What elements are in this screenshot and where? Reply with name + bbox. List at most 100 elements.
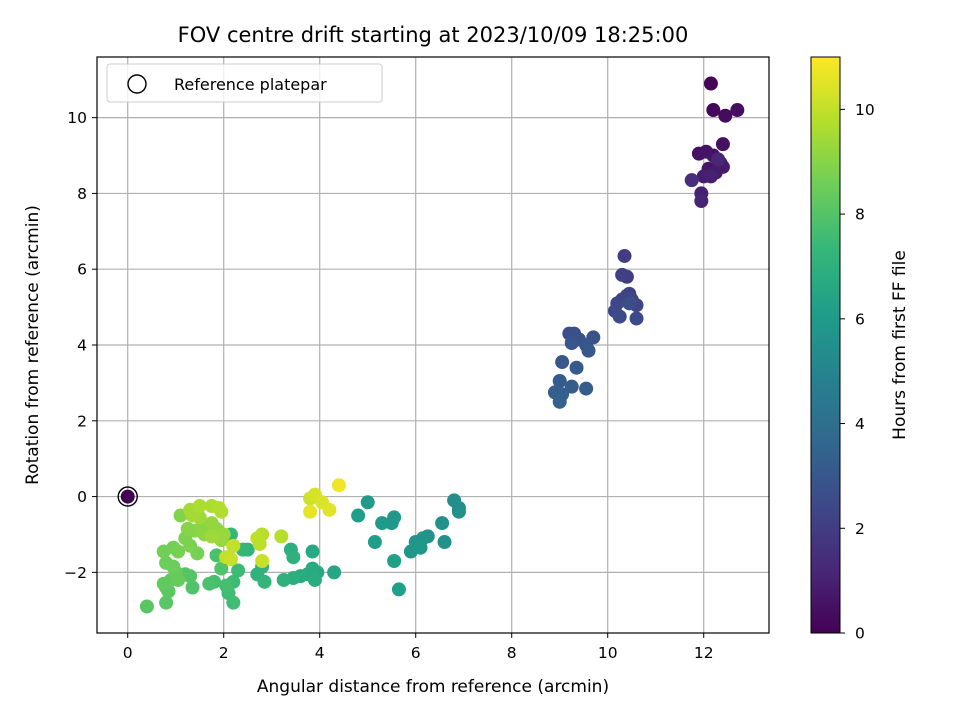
- scatter-point: [387, 554, 402, 568]
- scatter-point: [629, 311, 644, 326]
- chart-title: FOV centre drift starting at 2023/10/09 …: [178, 23, 689, 47]
- plot-area: 0 2 4 6 8 10 12 −2 0 2 4 6 8 10: [64, 56, 770, 662]
- scatter-point: [159, 595, 174, 610]
- scatter-point: [185, 580, 200, 595]
- scatter-point: [204, 529, 219, 544]
- scatter-point: [331, 478, 346, 493]
- colorbar-tick-label: 10: [855, 101, 875, 119]
- scatter-point: [435, 516, 450, 531]
- scatter-point: [622, 296, 637, 311]
- x-tick-label: 2: [219, 644, 229, 662]
- scatter-point: [214, 504, 229, 519]
- scatter-point: [579, 381, 594, 396]
- scatter-point: [307, 572, 322, 587]
- scatter-point: [214, 561, 229, 576]
- x-tick-label: 6: [411, 644, 421, 662]
- legend-marker-icon: [127, 74, 147, 94]
- scatter-point: [403, 544, 418, 559]
- scatter-point: [615, 267, 630, 282]
- scatter-point: [327, 565, 342, 580]
- scatter-point: [274, 529, 289, 544]
- scatter-point: [581, 343, 596, 358]
- scatter-point: [730, 103, 745, 118]
- y-tick-label: 6: [77, 261, 87, 279]
- x-tick-label: 12: [694, 644, 714, 662]
- scatter-point: [171, 544, 186, 559]
- scatter-point: [703, 76, 718, 91]
- scatter-point: [192, 499, 207, 514]
- scatter-point: [252, 536, 267, 551]
- grid-lines: [97, 57, 769, 633]
- scatter-point: [569, 360, 584, 375]
- scatter-point: [139, 599, 154, 614]
- colorbar-tick-label: 2: [855, 520, 865, 538]
- y-tick-label: 8: [77, 185, 87, 203]
- x-tick-label: 0: [123, 644, 133, 662]
- scatter-point: [226, 538, 241, 553]
- scatter-points: [117, 76, 745, 614]
- scatter-point: [303, 504, 318, 519]
- scatter-point: [351, 508, 366, 523]
- y-tick-label: −2: [64, 564, 87, 582]
- scatter-point: [226, 595, 241, 610]
- x-tick-label: 4: [315, 644, 325, 662]
- scatter-point: [706, 103, 721, 118]
- scatter-point: [684, 173, 699, 188]
- colorbar-tick-label: 0: [855, 625, 865, 643]
- scatter-point: [694, 194, 709, 208]
- scatter-point: [231, 563, 246, 578]
- colorbar-tick-label: 8: [855, 206, 865, 224]
- y-tick-label: 4: [77, 337, 87, 355]
- scatter-point: [276, 572, 291, 587]
- x-axis-ticks: 0 2 4 6 8 10 12: [123, 633, 714, 662]
- scatter-point: [612, 309, 627, 324]
- scatter-point: [711, 152, 726, 167]
- y-tick-label: 2: [77, 412, 87, 430]
- scatter-point: [564, 336, 579, 351]
- scatter-point: [391, 582, 406, 597]
- scatter-point: [564, 379, 579, 394]
- scatter-point: [384, 516, 399, 531]
- colorbar-tick-label: 4: [855, 415, 865, 433]
- x-tick-label: 10: [598, 644, 618, 662]
- legend: Reference platepar: [106, 63, 383, 103]
- scatter-point: [718, 108, 733, 123]
- scatter-point: [322, 502, 337, 517]
- scatter-point: [715, 137, 730, 152]
- scatter-point: [166, 559, 181, 574]
- colorbar-tick-label: 6: [855, 310, 865, 328]
- y-tick-label: 0: [77, 488, 87, 506]
- y-axis-ticks: −2 0 2 4 6 8 10: [64, 109, 97, 582]
- colorbar: 0 2 4 6 8 10 Hours from first FF file: [810, 56, 910, 643]
- scatter-point: [552, 394, 567, 409]
- reference-point-fill: [120, 489, 135, 504]
- colorbar-label: Hours from first FF file: [890, 250, 910, 440]
- scatter-point: [305, 561, 320, 576]
- scatter-point: [286, 550, 301, 565]
- y-axis-label: Rotation from reference (arcmin): [23, 205, 43, 485]
- scatter-point: [552, 374, 567, 388]
- scatter-point: [255, 554, 270, 568]
- colorbar-ticks: 0 2 4 6 8 10: [840, 101, 875, 643]
- scatter-point: [703, 169, 718, 184]
- x-tick-label: 8: [507, 644, 517, 662]
- scatter-point: [202, 576, 217, 591]
- scatter-point: [375, 516, 390, 531]
- scatter-point: [437, 535, 452, 550]
- scatter-point: [257, 574, 272, 589]
- reference-point-marker: [117, 486, 138, 507]
- scatter-point: [367, 535, 382, 550]
- x-axis-label: Angular distance from reference (arcmin): [257, 677, 609, 697]
- scatter-point: [617, 248, 632, 263]
- scatter-point: [360, 495, 375, 510]
- colorbar-gradient: [810, 56, 841, 634]
- y-tick-label: 10: [67, 109, 87, 127]
- scatter-point: [219, 578, 234, 593]
- scatter-point: [555, 355, 570, 370]
- legend-box: [106, 63, 383, 103]
- scatter-point: [451, 504, 466, 519]
- legend-label-reference-platepar: Reference platepar: [174, 75, 327, 94]
- scatter-point: [305, 544, 320, 559]
- scatter-point: [223, 552, 238, 567]
